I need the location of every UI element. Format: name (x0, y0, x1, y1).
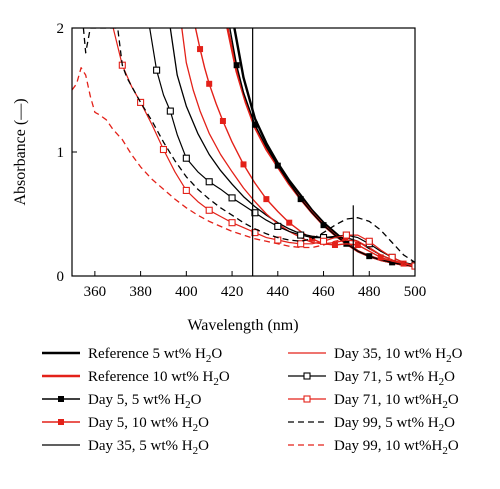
series-7 (149, 28, 415, 269)
x-tick-label: 360 (84, 284, 107, 300)
legend-label: Day 71, 10 wt%H2O (334, 392, 459, 411)
series-1 (233, 28, 415, 268)
legend-label: Day 5, 5 wt% H2O (88, 392, 202, 411)
x-tick-label: 380 (129, 284, 152, 300)
data-point (297, 240, 305, 248)
x-tick-label: 480 (358, 284, 381, 300)
data-point (228, 219, 236, 227)
data-point (319, 237, 328, 245)
data-point (228, 194, 236, 202)
series-line (72, 67, 415, 267)
series-line (112, 28, 415, 267)
legend-label: Reference 10 wt% H2O (88, 369, 230, 388)
y-tick-label: 0 (57, 269, 65, 285)
legend-label: Day 99, 10 wt%H2O (334, 438, 459, 457)
data-point (286, 219, 293, 226)
legend-label: Day 35, 5 wt% H2O (88, 438, 209, 457)
series-line (149, 28, 415, 266)
data-point (303, 395, 311, 403)
x-axis-title: Wavelength (nm) (187, 317, 298, 334)
x-tick-label: 460 (312, 284, 335, 300)
y-tick-label: 2 (57, 21, 65, 37)
data-point (263, 196, 270, 203)
data-point (366, 253, 373, 260)
series-layer (72, 28, 415, 270)
legend-label: Day 35, 10 wt% H2O (334, 346, 463, 365)
legend-item: Day 99, 10 wt%H2O (288, 438, 459, 457)
legend-label: Day 71, 5 wt% H2O (334, 369, 455, 388)
data-point (320, 222, 327, 229)
data-point (251, 209, 259, 217)
data-point (303, 372, 311, 380)
data-point (206, 80, 213, 87)
series-9 (82, 28, 415, 263)
series-10 (72, 67, 415, 267)
legend-item: Reference 5 wt% H2O (42, 346, 222, 365)
reference-lines (252, 28, 354, 276)
data-point (297, 231, 305, 239)
y-tick-label: 1 (57, 145, 65, 161)
data-point (153, 66, 161, 74)
x-tick-label: 500 (404, 284, 427, 300)
y-axis-title: Absorbance (—) (12, 98, 29, 205)
legend-item: Day 35, 5 wt% H2O (42, 438, 209, 457)
axis-ticks: 360 380 400 420 440 460 480 500 0 1 2 (57, 21, 427, 300)
data-point (219, 118, 226, 124)
legend-item: Day 5, 5 wt% H2O (42, 392, 202, 411)
legend-label: Day 99, 5 wt% H2O (334, 415, 455, 434)
data-point (354, 242, 361, 248)
legend-item: Day 71, 10 wt%H2O (288, 392, 459, 411)
series-line (169, 28, 415, 267)
series-4 (194, 28, 415, 267)
data-point (274, 222, 282, 230)
plot-area: 360 380 400 420 440 460 480 500 0 1 2 (57, 21, 427, 300)
data-point (58, 419, 64, 425)
legend-label: Reference 5 wt% H2O (88, 346, 222, 365)
data-point (240, 161, 247, 168)
series-line (82, 28, 415, 263)
legend: Reference 5 wt% H2O Reference 10 wt% H2O D… (42, 346, 463, 457)
x-tick-label: 440 (267, 284, 290, 300)
data-point (166, 107, 174, 115)
data-point (297, 196, 304, 203)
data-point (233, 62, 240, 69)
legend-item: Reference 10 wt% H2O (42, 369, 230, 388)
series-5 (169, 28, 415, 267)
data-point (197, 46, 204, 53)
data-point (159, 145, 168, 154)
data-point (182, 154, 190, 162)
legend-item: Day 71, 5 wt% H2O (288, 369, 455, 388)
data-point (274, 162, 281, 169)
series-line (233, 28, 415, 268)
legend-item: Day 5, 10 wt% H2O (42, 415, 209, 434)
data-point (137, 98, 145, 106)
data-point (342, 231, 350, 239)
legend-label: Day 5, 10 wt% H2O (88, 415, 209, 434)
x-tick-label: 420 (221, 284, 244, 300)
data-point (58, 396, 64, 402)
legend-item: Day 35, 10 wt% H2O (288, 346, 463, 365)
data-point (205, 206, 213, 214)
data-point (365, 237, 373, 245)
data-point (182, 186, 190, 194)
legend-item: Day 99, 5 wt% H2O (288, 415, 455, 434)
x-tick-label: 400 (175, 284, 198, 300)
data-point (205, 178, 213, 186)
series-8 (112, 28, 415, 270)
